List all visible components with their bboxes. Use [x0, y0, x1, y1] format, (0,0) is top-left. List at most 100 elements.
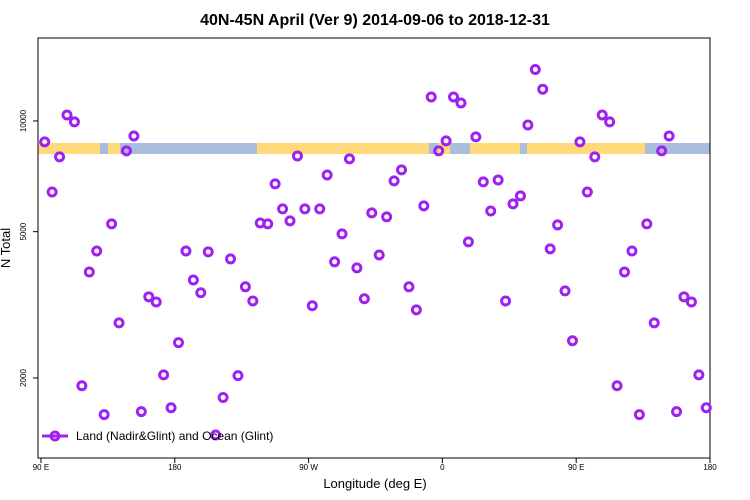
point [492, 174, 504, 186]
point [91, 245, 103, 257]
point [291, 150, 303, 162]
point [113, 317, 125, 329]
point [581, 186, 593, 198]
y-tick-label: 5000 [19, 222, 28, 240]
point [500, 295, 512, 307]
point [611, 380, 623, 392]
point [700, 402, 712, 414]
point [440, 135, 452, 147]
point [388, 175, 400, 187]
y-tick-label: 2000 [19, 369, 28, 387]
land-band [257, 143, 429, 154]
point [633, 409, 645, 421]
point [626, 245, 638, 257]
legend-label: Land (Nadir&Glint) and Ocean (Glint) [76, 429, 273, 443]
y-tick-label: 10000 [19, 109, 28, 132]
point [314, 203, 326, 215]
point [68, 116, 80, 128]
point [574, 136, 586, 148]
point [329, 256, 341, 268]
point [537, 83, 549, 95]
point [522, 119, 534, 131]
point [418, 200, 430, 212]
y-axis-label: N Total [0, 228, 13, 268]
x-tick-label: 90 W [299, 463, 318, 472]
point [180, 245, 192, 257]
point [120, 145, 132, 157]
point [54, 151, 66, 163]
point [403, 281, 415, 293]
point [373, 249, 385, 261]
point [225, 253, 237, 265]
land-band [438, 143, 450, 154]
x-tick-label: 90 E [33, 463, 49, 472]
land-band [470, 143, 520, 154]
point [106, 218, 118, 230]
point [321, 169, 333, 181]
point [83, 266, 95, 278]
point [641, 218, 653, 230]
point [477, 176, 489, 188]
point [529, 64, 541, 76]
point [76, 380, 88, 392]
x-tick-label: 180 [703, 463, 717, 472]
point [195, 287, 207, 299]
point [277, 203, 289, 215]
point [596, 109, 608, 121]
point [514, 190, 526, 202]
point [172, 337, 184, 349]
point [351, 262, 363, 274]
point [410, 304, 422, 316]
surface-band [38, 143, 710, 154]
legend-marker [49, 430, 61, 442]
point [648, 317, 660, 329]
point [552, 219, 564, 231]
land-band [108, 143, 120, 154]
point [685, 296, 697, 308]
point [693, 369, 705, 381]
point [544, 243, 556, 255]
point [358, 293, 370, 305]
point [619, 266, 631, 278]
point [589, 151, 601, 163]
x-axis-label: Longitude (deg E) [323, 476, 426, 491]
chart-title: 40N-45N April (Ver 9) 2014-09-06 to 2018… [200, 12, 550, 29]
land-band [527, 143, 645, 154]
point [306, 300, 318, 312]
point [485, 205, 497, 217]
point [507, 198, 519, 210]
point [559, 285, 571, 297]
point [336, 228, 348, 240]
point [239, 281, 251, 293]
point [678, 291, 690, 303]
point [343, 153, 355, 165]
point [462, 236, 474, 248]
point [128, 130, 140, 142]
point [299, 203, 311, 215]
point [663, 130, 675, 142]
point [671, 406, 683, 418]
point [448, 91, 460, 103]
point [232, 370, 244, 382]
point [381, 211, 393, 223]
x-tick-label: 0 [440, 463, 445, 472]
point [262, 218, 274, 230]
point [98, 409, 110, 421]
point [566, 335, 578, 347]
point [217, 392, 229, 404]
land-band [38, 143, 100, 154]
point [470, 131, 482, 143]
plot-frame [37, 37, 711, 459]
x-tick-label: 180 [168, 463, 182, 472]
point [396, 164, 408, 176]
point [433, 145, 445, 157]
point [656, 145, 668, 157]
point [425, 91, 437, 103]
point [187, 274, 199, 286]
point [61, 109, 73, 121]
point [143, 291, 155, 303]
point [284, 215, 296, 227]
point [202, 246, 214, 258]
point [269, 178, 281, 190]
